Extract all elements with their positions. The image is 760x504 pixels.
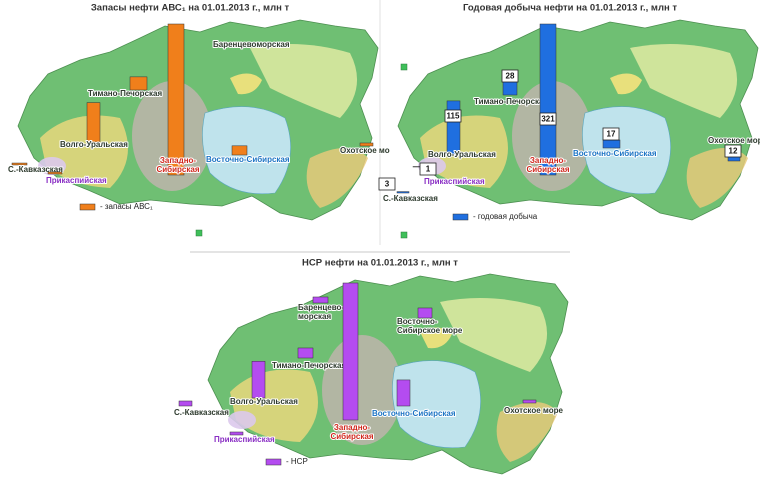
region-label-line: Восточно- [397,317,438,326]
region-label-line: Западно- [334,423,371,432]
bar [343,283,358,420]
region-label-line: Западно- [160,156,197,165]
region-label: Волго-Уральская [428,150,496,159]
region-label-line: Охотское море [504,406,563,415]
value-label-text: 321 [541,115,555,124]
region-label-line: Прикаспийская [424,177,485,186]
region-label: Западно-Сибирская [330,423,373,441]
region-label-line: Западно- [530,156,567,165]
region-label: Восточно-Сибирская [372,409,456,418]
map-panel-1-bg [18,20,378,220]
map-marker [401,232,407,238]
bar [168,24,184,175]
value-label: 321 [540,113,556,125]
value-label: 17 [603,128,619,140]
region-label-line: Восточно-Сибирская [372,409,456,418]
region-label-line: Сибирская [526,165,569,174]
region-label: Восточно-Сибирская [206,155,290,164]
region-label-line: Волго-Уральская [428,150,496,159]
bar [397,192,409,193]
region-label-line: Восточно-Сибирская [573,149,657,158]
value-label-text: 17 [607,130,616,139]
region-label-line: Сибирская [156,165,199,174]
legend-text: - годовая добыча [473,212,538,221]
region-label-line: Сибирская [330,432,373,441]
region-label: Западно-Сибирская [526,156,569,174]
panel-title: НСР нефти на 01.01.2013 г., млн т [302,258,458,269]
region-label-line: Прикаспийская [214,435,275,444]
value-label-text: 3 [385,180,390,189]
region-label-line: Охотское мо [340,146,390,155]
legend-text: - запасы АВС₁ [100,202,153,211]
bar [540,24,556,175]
bar [87,103,100,142]
region-label-line: Прикаспийская [46,176,107,185]
map-marker [401,64,407,70]
value-label-text: 28 [506,72,515,81]
region-label-line: Тимано-Печорская [88,89,162,98]
region-label-line: С.-Кавказская [174,408,229,417]
value-label: 12 [725,145,741,157]
map-marker [196,230,202,236]
bar [298,348,313,358]
bar [523,400,536,403]
bar [252,361,265,398]
region-label: Баренцевоморская [213,40,290,49]
region-label: Тимано-Печорская [88,89,162,98]
region-label: Волго-Уральская [230,397,298,406]
value-label-text: 115 [447,112,460,121]
region-label-line: Сибирское море [397,326,463,335]
region-label: Западно-Сибирская [156,156,199,174]
bar [503,82,517,95]
value-label: 28 [502,70,518,82]
region-label: Тимано-Печорская [474,97,548,106]
region-label-line: Тимано-Печорская [272,361,346,370]
bar [447,101,460,155]
region-label-line: С.-Кавказская [383,194,438,203]
region-label: Тимано-Печорская [272,361,346,370]
region-label: Охотское мо [340,146,390,155]
region-label-line: Тимано-Печорская [474,97,548,106]
value-label: 1 [420,163,436,175]
bar [179,401,192,406]
region-label-line: Волго-Уральская [230,397,298,406]
bar [232,146,247,155]
value-label: 115 [445,110,461,122]
value-label-text: 1 [426,165,431,174]
region-label: Волго-Уральская [60,140,128,149]
region-label: Прикаспийская [46,176,107,185]
region-label: Охотское море [504,406,563,415]
region-label-line: Охотское море [708,136,760,145]
region-label-line: Баренцевоморская [213,40,290,49]
region-label: С.-Кавказская [174,408,229,417]
panel-title: Запасы нефти АВС₁ на 01.01.2013 г., млн … [91,3,290,14]
legend-text: - НСР [286,457,308,466]
panel-title: Годовая добыча нефти на 01.01.2013 г., м… [463,3,677,14]
legend-swatch [453,214,468,220]
region-label-line: Восточно-Сибирская [206,155,290,164]
region-label: С.-Кавказская [383,194,438,203]
value-label-text: 12 [729,147,738,156]
bar [48,172,62,174]
region-label-line: Баренцево- [298,303,344,312]
region-label-line: морская [298,312,331,321]
region-label-line: Волго-Уральская [60,140,128,149]
bar [397,380,410,406]
region-label: Охотское море [708,136,760,145]
legend-swatch [266,459,281,465]
region-label: Прикаспийская [424,177,485,186]
region-label: Прикаспийская [214,435,275,444]
region-label: Восточно-Сибирская [573,149,657,158]
legend-swatch [80,204,95,210]
bar [603,140,620,148]
value-label: 3 [379,178,395,190]
